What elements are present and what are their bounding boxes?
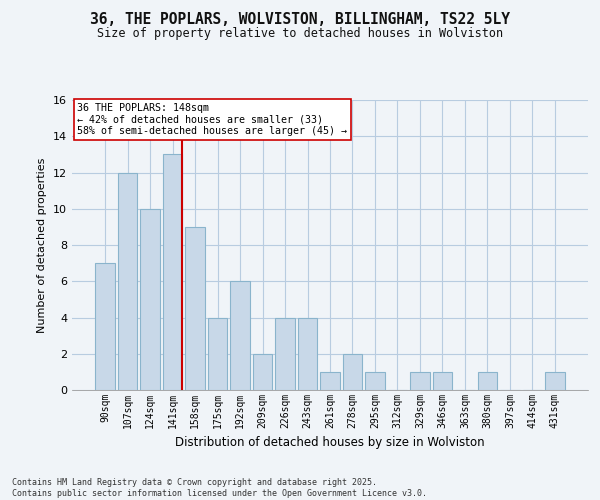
Bar: [343, 354, 362, 390]
Bar: [118, 172, 137, 390]
Bar: [365, 372, 385, 390]
Bar: [163, 154, 182, 390]
Bar: [230, 281, 250, 390]
Text: Size of property relative to detached houses in Wolviston: Size of property relative to detached ho…: [97, 28, 503, 40]
Bar: [433, 372, 452, 390]
Y-axis label: Number of detached properties: Number of detached properties: [37, 158, 47, 332]
Text: 36, THE POPLARS, WOLVISTON, BILLINGHAM, TS22 5LY: 36, THE POPLARS, WOLVISTON, BILLINGHAM, …: [90, 12, 510, 28]
Bar: [208, 318, 227, 390]
Bar: [253, 354, 272, 390]
Bar: [320, 372, 340, 390]
Text: Contains HM Land Registry data © Crown copyright and database right 2025.
Contai: Contains HM Land Registry data © Crown c…: [12, 478, 427, 498]
Bar: [185, 227, 205, 390]
Bar: [95, 263, 115, 390]
Bar: [410, 372, 430, 390]
Bar: [478, 372, 497, 390]
Bar: [298, 318, 317, 390]
Text: 36 THE POPLARS: 148sqm
← 42% of detached houses are smaller (33)
58% of semi-det: 36 THE POPLARS: 148sqm ← 42% of detached…: [77, 103, 347, 136]
X-axis label: Distribution of detached houses by size in Wolviston: Distribution of detached houses by size …: [175, 436, 485, 450]
Bar: [545, 372, 565, 390]
Bar: [275, 318, 295, 390]
Bar: [140, 209, 160, 390]
